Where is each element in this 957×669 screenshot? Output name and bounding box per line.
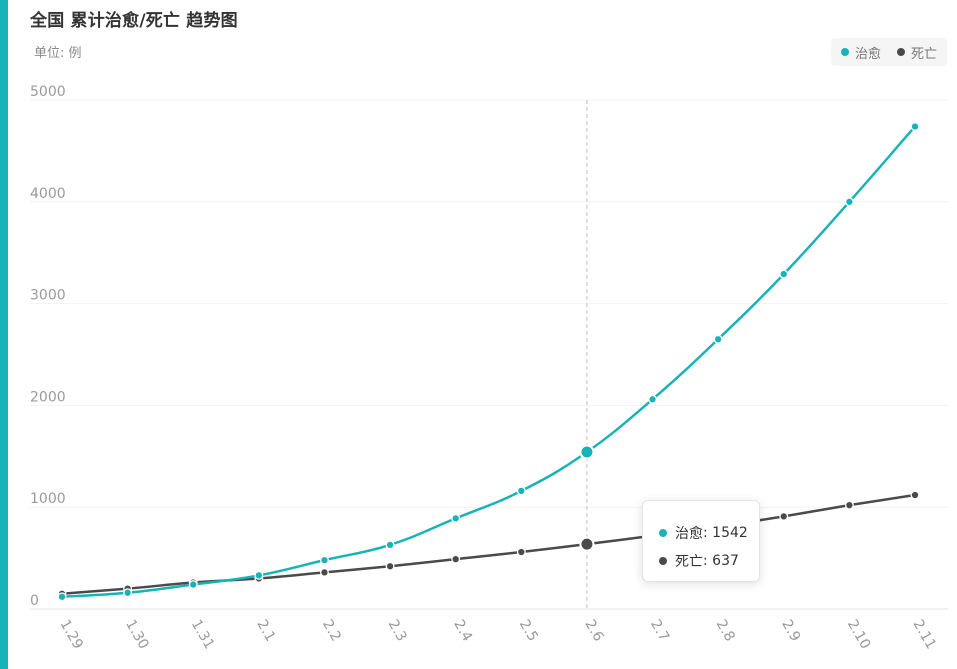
tooltip-sep-cured: : <box>703 525 713 541</box>
x-tick-label-2.11: 2.11 <box>910 617 939 652</box>
data-point-death-2.6[interactable] <box>579 536 595 552</box>
grid-layer <box>30 99 948 610</box>
y-tick-label-2000: 2000 <box>30 389 66 405</box>
data-point-cured-2.7[interactable] <box>648 394 657 404</box>
chart-title: 全国 累计治愈/死亡 趋势图 <box>30 11 238 31</box>
data-point-cured-2.6[interactable] <box>579 444 595 460</box>
data-point-cured-1.30[interactable] <box>123 588 133 598</box>
x-tick-label-1.31: 1.31 <box>188 617 217 652</box>
data-point-cured-1.31[interactable] <box>188 580 198 590</box>
data-point-death-2.5[interactable] <box>516 547 526 557</box>
y-tick-label-4000: 4000 <box>30 186 66 202</box>
x-tick-label-2.8: 2.8 <box>713 617 738 644</box>
data-point-cured-2.8[interactable] <box>713 334 723 344</box>
data-point-death-2.4[interactable] <box>451 554 461 564</box>
data-point-cured-2.5[interactable] <box>516 486 526 496</box>
tooltip-label-death: 死亡 <box>675 554 703 570</box>
legend: 治愈 死亡 <box>830 38 947 66</box>
x-axis-labels: 1.29 1.30 1.31 2.1 2.2 2.3 2.4 2.5 2.6 2.7 2.8 2.9 2… <box>57 617 939 652</box>
unit-label: 单位: 例 <box>34 46 82 61</box>
data-point-cured-2.10[interactable] <box>844 197 854 207</box>
data-point-cured-2.3[interactable] <box>385 540 395 550</box>
y-axis-labels: 0 1000 2000 3000 4000 5000 <box>30 84 66 609</box>
x-tick-label-2.3: 2.3 <box>385 617 410 644</box>
left-accent-bar <box>0 0 8 669</box>
data-point-death-2.9[interactable] <box>779 511 789 521</box>
data-point-cured-2.9[interactable] <box>779 269 789 279</box>
legend-marker-death <box>896 48 905 56</box>
tooltip-marker-death <box>659 557 667 565</box>
data-point-cured-2.1[interactable] <box>254 570 264 580</box>
legend-item-death[interactable]: 死亡 <box>896 43 937 62</box>
y-tick-label-5000: 5000 <box>30 84 66 100</box>
tooltip-label-cured: 治愈 <box>675 526 703 542</box>
data-point-cured-2.2[interactable] <box>320 555 329 565</box>
tooltip-sep-death: : <box>703 553 713 569</box>
y-tick-label-0: 0 <box>30 593 39 609</box>
legend-marker-cured <box>840 48 849 56</box>
tooltip: 治愈 : 1542 死亡 : 637 <box>642 500 760 582</box>
legend-item-cured[interactable]: 治愈 <box>840 43 881 62</box>
x-tick-label-2.7: 2.7 <box>647 617 672 644</box>
x-tick-label-1.30: 1.30 <box>122 617 151 652</box>
series-line-cured <box>61 125 916 599</box>
x-tick-label-2.6: 2.6 <box>581 617 606 644</box>
x-tick-label-2.1: 2.1 <box>253 617 278 644</box>
x-tick-label-2.9: 2.9 <box>778 617 803 644</box>
x-tick-label-2.10: 2.10 <box>844 617 873 652</box>
data-point-cured-2.4[interactable] <box>451 513 461 523</box>
data-point-death-2.10[interactable] <box>844 500 854 510</box>
tooltip-row-death: 死亡 : 637 <box>659 547 759 575</box>
legend-label-cured: 治愈 <box>854 46 881 62</box>
series-lines <box>61 125 916 599</box>
y-tick-label-1000: 1000 <box>30 491 66 507</box>
tooltip-value-cured: 1542 <box>712 525 748 541</box>
tooltip-row-cured: 治愈 : 1542 <box>659 519 759 547</box>
series-points <box>57 122 920 602</box>
x-tick-label-2.2: 2.2 <box>319 617 344 644</box>
x-tick-label-2.5: 2.5 <box>516 617 541 644</box>
data-point-death-2.2[interactable] <box>320 567 329 577</box>
data-point-death-2.11[interactable] <box>910 490 920 500</box>
x-tick-label-1.29: 1.29 <box>57 617 86 652</box>
series-line-death <box>61 493 916 595</box>
legend-label-death: 死亡 <box>910 46 937 62</box>
tooltip-marker-cured <box>659 529 667 537</box>
x-tick-label-2.4: 2.4 <box>450 617 475 644</box>
y-tick-label-3000: 3000 <box>30 288 66 304</box>
data-point-death-2.3[interactable] <box>385 561 395 571</box>
data-point-cured-2.11[interactable] <box>910 122 920 131</box>
tooltip-value-death: 637 <box>712 553 739 569</box>
data-point-cured-1.29[interactable] <box>57 592 67 602</box>
